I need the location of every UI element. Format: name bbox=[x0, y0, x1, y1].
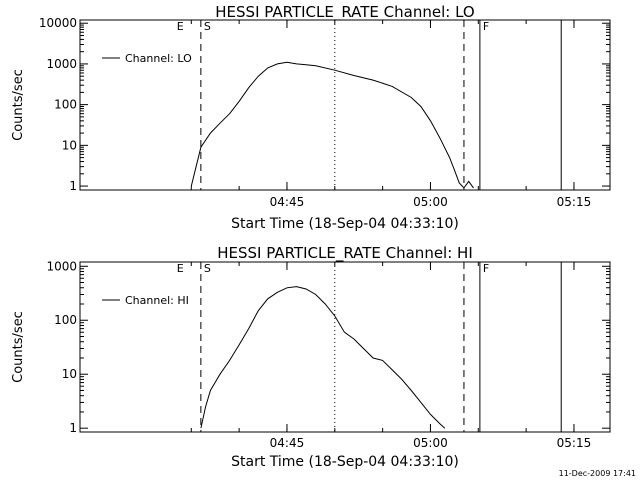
y-tick-label: 100 bbox=[54, 98, 77, 112]
chart-title: HESSI PARTICLE_RATE Channel: LO bbox=[215, 3, 474, 22]
event-marker-label: S bbox=[204, 262, 211, 275]
legend-label: Channel: LO bbox=[125, 52, 192, 65]
y-axis-label: Counts/sec bbox=[11, 69, 26, 141]
event-marker-label: F bbox=[483, 262, 489, 275]
event-marker-label: F bbox=[483, 20, 489, 33]
y-tick-label: 1 bbox=[69, 421, 77, 435]
y-axis-label: Counts/sec bbox=[11, 311, 26, 383]
plot-frame bbox=[79, 19, 611, 191]
y-tick-label: 10000 bbox=[39, 16, 77, 30]
data-series-line bbox=[190, 61, 474, 189]
footer-timestamp: 11-Dec-2009 17:41 bbox=[559, 469, 636, 478]
y-tick-label: 1 bbox=[69, 179, 77, 193]
y-tick-label: 10 bbox=[62, 367, 77, 381]
event-marker-label: E bbox=[177, 20, 184, 33]
x-tick-label: 05:00 bbox=[413, 436, 448, 450]
chart-title: HESSI PARTICLE_RATE Channel: HI bbox=[217, 244, 473, 263]
data-series-line bbox=[200, 286, 446, 429]
x-axis-label: Start Time (18-Sep-04 04:33:10) bbox=[231, 454, 459, 470]
event-marker-label: E bbox=[177, 262, 184, 275]
y-tick-label: 1000 bbox=[46, 259, 77, 273]
y-tick-label: 10 bbox=[62, 138, 77, 152]
x-tick-label: 04:45 bbox=[270, 436, 305, 450]
x-tick-label: 05:15 bbox=[557, 436, 592, 450]
x-tick-label: 04:45 bbox=[270, 195, 305, 209]
x-axis-label: Start Time (18-Sep-04 04:33:10) bbox=[231, 216, 459, 232]
y-tick-label: 1000 bbox=[46, 57, 77, 71]
y-tick-label: 100 bbox=[54, 313, 77, 327]
legend-label: Channel: HI bbox=[125, 294, 189, 307]
x-tick-label: 05:00 bbox=[413, 195, 448, 209]
plot-frame bbox=[79, 261, 611, 433]
event-marker-label: S bbox=[204, 20, 211, 33]
x-tick-label: 05:15 bbox=[557, 195, 592, 209]
